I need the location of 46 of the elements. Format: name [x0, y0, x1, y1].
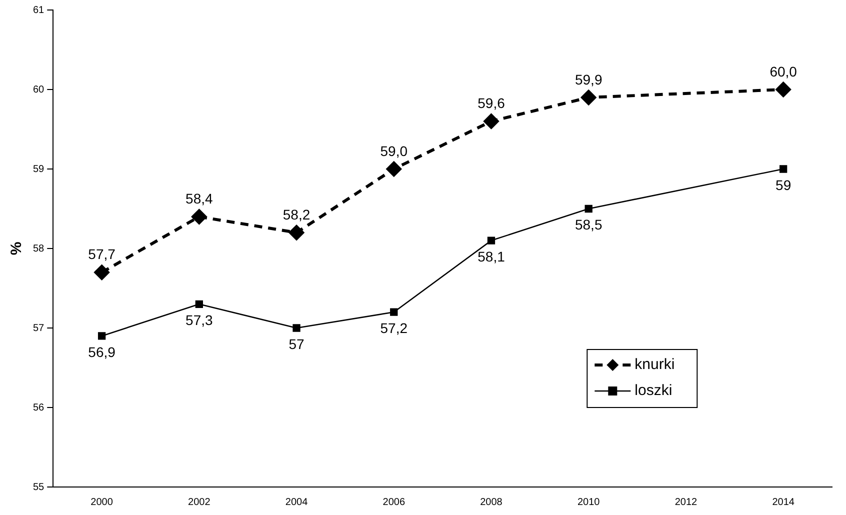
point — [584, 204, 592, 213]
y-tick-label: 61 — [33, 4, 45, 16]
data-label: 58,4 — [186, 190, 213, 207]
x-tick-label: 2014 — [772, 496, 795, 508]
y-tick-label: 55 — [33, 482, 45, 493]
x-tick-label: 2004 — [285, 496, 308, 508]
point — [386, 162, 402, 176]
y-tick-label: 59 — [33, 164, 45, 175]
data-label: 57,2 — [380, 320, 408, 336]
point — [779, 165, 788, 173]
point — [484, 114, 499, 129]
point — [776, 82, 791, 97]
y-tick-label: 57 — [33, 322, 45, 334]
point — [289, 225, 304, 240]
legend-label: knurki — [634, 356, 675, 374]
data-label: 59,9 — [574, 71, 602, 88]
point — [487, 236, 496, 244]
data-label: 57,7 — [88, 246, 116, 262]
point — [94, 264, 110, 280]
y-tick-label: 60 — [33, 84, 45, 96]
data-label: 57,3 — [186, 312, 213, 328]
data-label: 56,9 — [88, 344, 116, 360]
point — [390, 308, 398, 316]
data-label: 59 — [776, 176, 792, 193]
point — [98, 332, 106, 340]
data-label: 58,5 — [574, 216, 602, 233]
data-label: 60,0 — [770, 63, 798, 80]
legend-label: loszki — [634, 382, 672, 400]
y-tick-label: 56 — [33, 402, 45, 414]
data-label: 59,0 — [380, 142, 408, 159]
x-tick-label: 2012 — [674, 496, 698, 508]
x-tick-label: 2002 — [188, 496, 211, 508]
point — [195, 300, 203, 308]
data-label: 58,2 — [282, 206, 310, 222]
point — [192, 209, 207, 224]
data-label: 57 — [288, 336, 305, 352]
data-label: 59,6 — [478, 95, 506, 112]
x-tick-label: 2000 — [90, 496, 114, 508]
x-tick-label: 2006 — [382, 496, 406, 508]
x-tick-label: 2008 — [480, 496, 503, 508]
point — [581, 90, 596, 105]
x-tick-label: 2010 — [577, 496, 600, 508]
data-label: 58,1 — [478, 248, 506, 264]
y-axis-title: % — [8, 242, 26, 256]
point — [292, 324, 300, 332]
y-tick-label: 58 — [33, 243, 45, 254]
